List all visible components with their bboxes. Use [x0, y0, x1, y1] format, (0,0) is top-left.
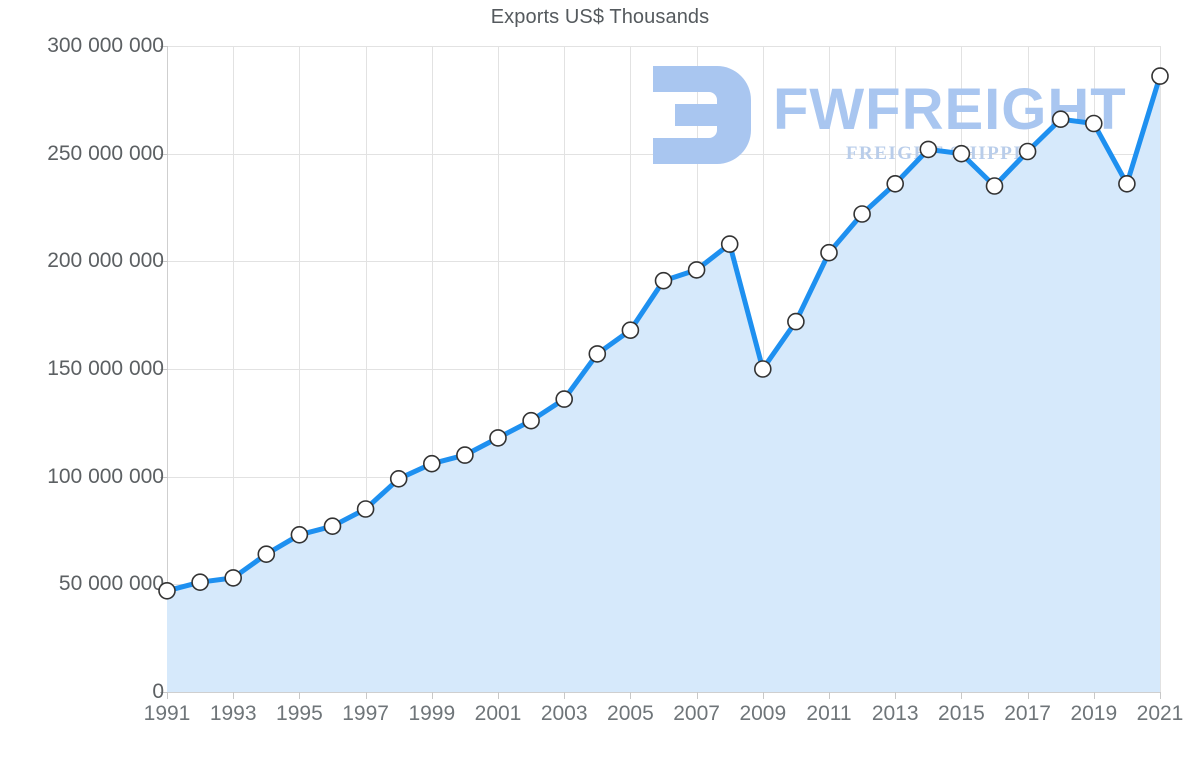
x-tick-mark [431, 692, 433, 699]
gridline-vertical [299, 46, 301, 692]
x-tick-label: 2017 [1004, 702, 1051, 725]
x-tick-label: 2005 [607, 702, 654, 725]
x-tick-label: 2013 [871, 702, 919, 725]
gridline-vertical [498, 46, 499, 692]
x-tick-label: 2021 [1136, 702, 1184, 725]
gridline-vertical [630, 46, 632, 692]
x-tick-mark [829, 692, 830, 699]
x-tick-mark [1093, 692, 1095, 699]
watermark-text: FWFREIGHT FREIGHT SHIPPING [773, 60, 1127, 165]
y-tick-label: 150 000 000 [47, 357, 164, 380]
x-tick-label: 2015 [938, 702, 985, 725]
x-tick-mark [365, 692, 367, 699]
x-tick-label: 2009 [739, 702, 787, 725]
x-tick-mark [233, 692, 235, 699]
y-tick-mark [160, 369, 168, 370]
gridline-vertical [564, 46, 566, 692]
x-tick-label: 2019 [1070, 702, 1118, 725]
x-tick-label: 2007 [673, 702, 720, 725]
x-tick-label: 1993 [209, 702, 257, 725]
y-tick-mark [160, 692, 168, 693]
watermark-brand: FWFREIGHT [773, 77, 1127, 142]
data-point-marker[interactable] [654, 271, 673, 290]
x-tick-label: 2011 [806, 702, 852, 725]
x-tick-mark [498, 692, 499, 699]
x-tick-label: 1991 [143, 702, 191, 725]
data-point-marker[interactable] [323, 517, 342, 536]
watermark: FWFREIGHT FREIGHT SHIPPING [645, 60, 1145, 190]
y-tick-mark [160, 261, 168, 263]
gridline-horizontal [167, 261, 1160, 263]
y-tick-label: 100 000 000 [47, 464, 164, 488]
y-tick-mark [160, 476, 168, 478]
y-tick-label: 200 000 000 [47, 249, 164, 273]
x-axis-line [167, 692, 1160, 693]
x-tick-mark [1160, 692, 1161, 699]
x-tick-label: 1997 [342, 702, 389, 725]
y-tick-label: 0 [152, 680, 164, 703]
x-tick-mark [1027, 692, 1029, 699]
data-point-marker[interactable] [787, 312, 805, 331]
x-tick-label: 2001 [474, 702, 522, 725]
data-point-marker[interactable] [191, 573, 209, 592]
y-tick-mark [160, 46, 168, 47]
x-tick-mark [895, 692, 897, 699]
data-point-marker[interactable] [588, 345, 607, 363]
x-tick-label: 2003 [540, 702, 588, 725]
x-tick-label: 1999 [408, 702, 456, 725]
gridline-horizontal [167, 369, 1160, 370]
gridline-horizontal [167, 476, 1160, 478]
data-point-marker[interactable] [853, 205, 871, 223]
data-point-marker[interactable] [522, 411, 540, 430]
x-tick-mark [299, 692, 301, 699]
y-tick-label: 300 000 000 [47, 34, 164, 57]
x-tick-mark [961, 692, 963, 699]
chart-title: Exports US$ Thousands [490, 6, 710, 28]
gridline-vertical [233, 46, 235, 692]
y-tick-mark [160, 153, 168, 155]
y-tick-label: 50 000 000 [58, 572, 164, 596]
gridline-horizontal [167, 46, 1160, 47]
x-tick-mark [564, 692, 566, 699]
fwfreight-logo-icon [645, 60, 755, 170]
gridline-horizontal [167, 584, 1160, 586]
x-tick-mark [630, 692, 632, 699]
data-point-marker[interactable] [456, 446, 474, 464]
gridline-vertical [1160, 46, 1161, 692]
data-point-marker[interactable] [389, 469, 408, 488]
x-tick-mark [167, 692, 168, 699]
x-tick-mark [762, 692, 764, 699]
y-tick-label: 250 000 000 [47, 141, 164, 165]
watermark-tagline: FREIGHT SHIPPING [845, 143, 1054, 165]
gridline-vertical [431, 46, 433, 692]
data-point-marker[interactable] [720, 235, 739, 253]
x-tick-mark [696, 692, 698, 699]
data-point-marker[interactable] [257, 545, 276, 564]
x-tick-label: 1995 [276, 702, 323, 725]
gridline-vertical [365, 46, 367, 692]
